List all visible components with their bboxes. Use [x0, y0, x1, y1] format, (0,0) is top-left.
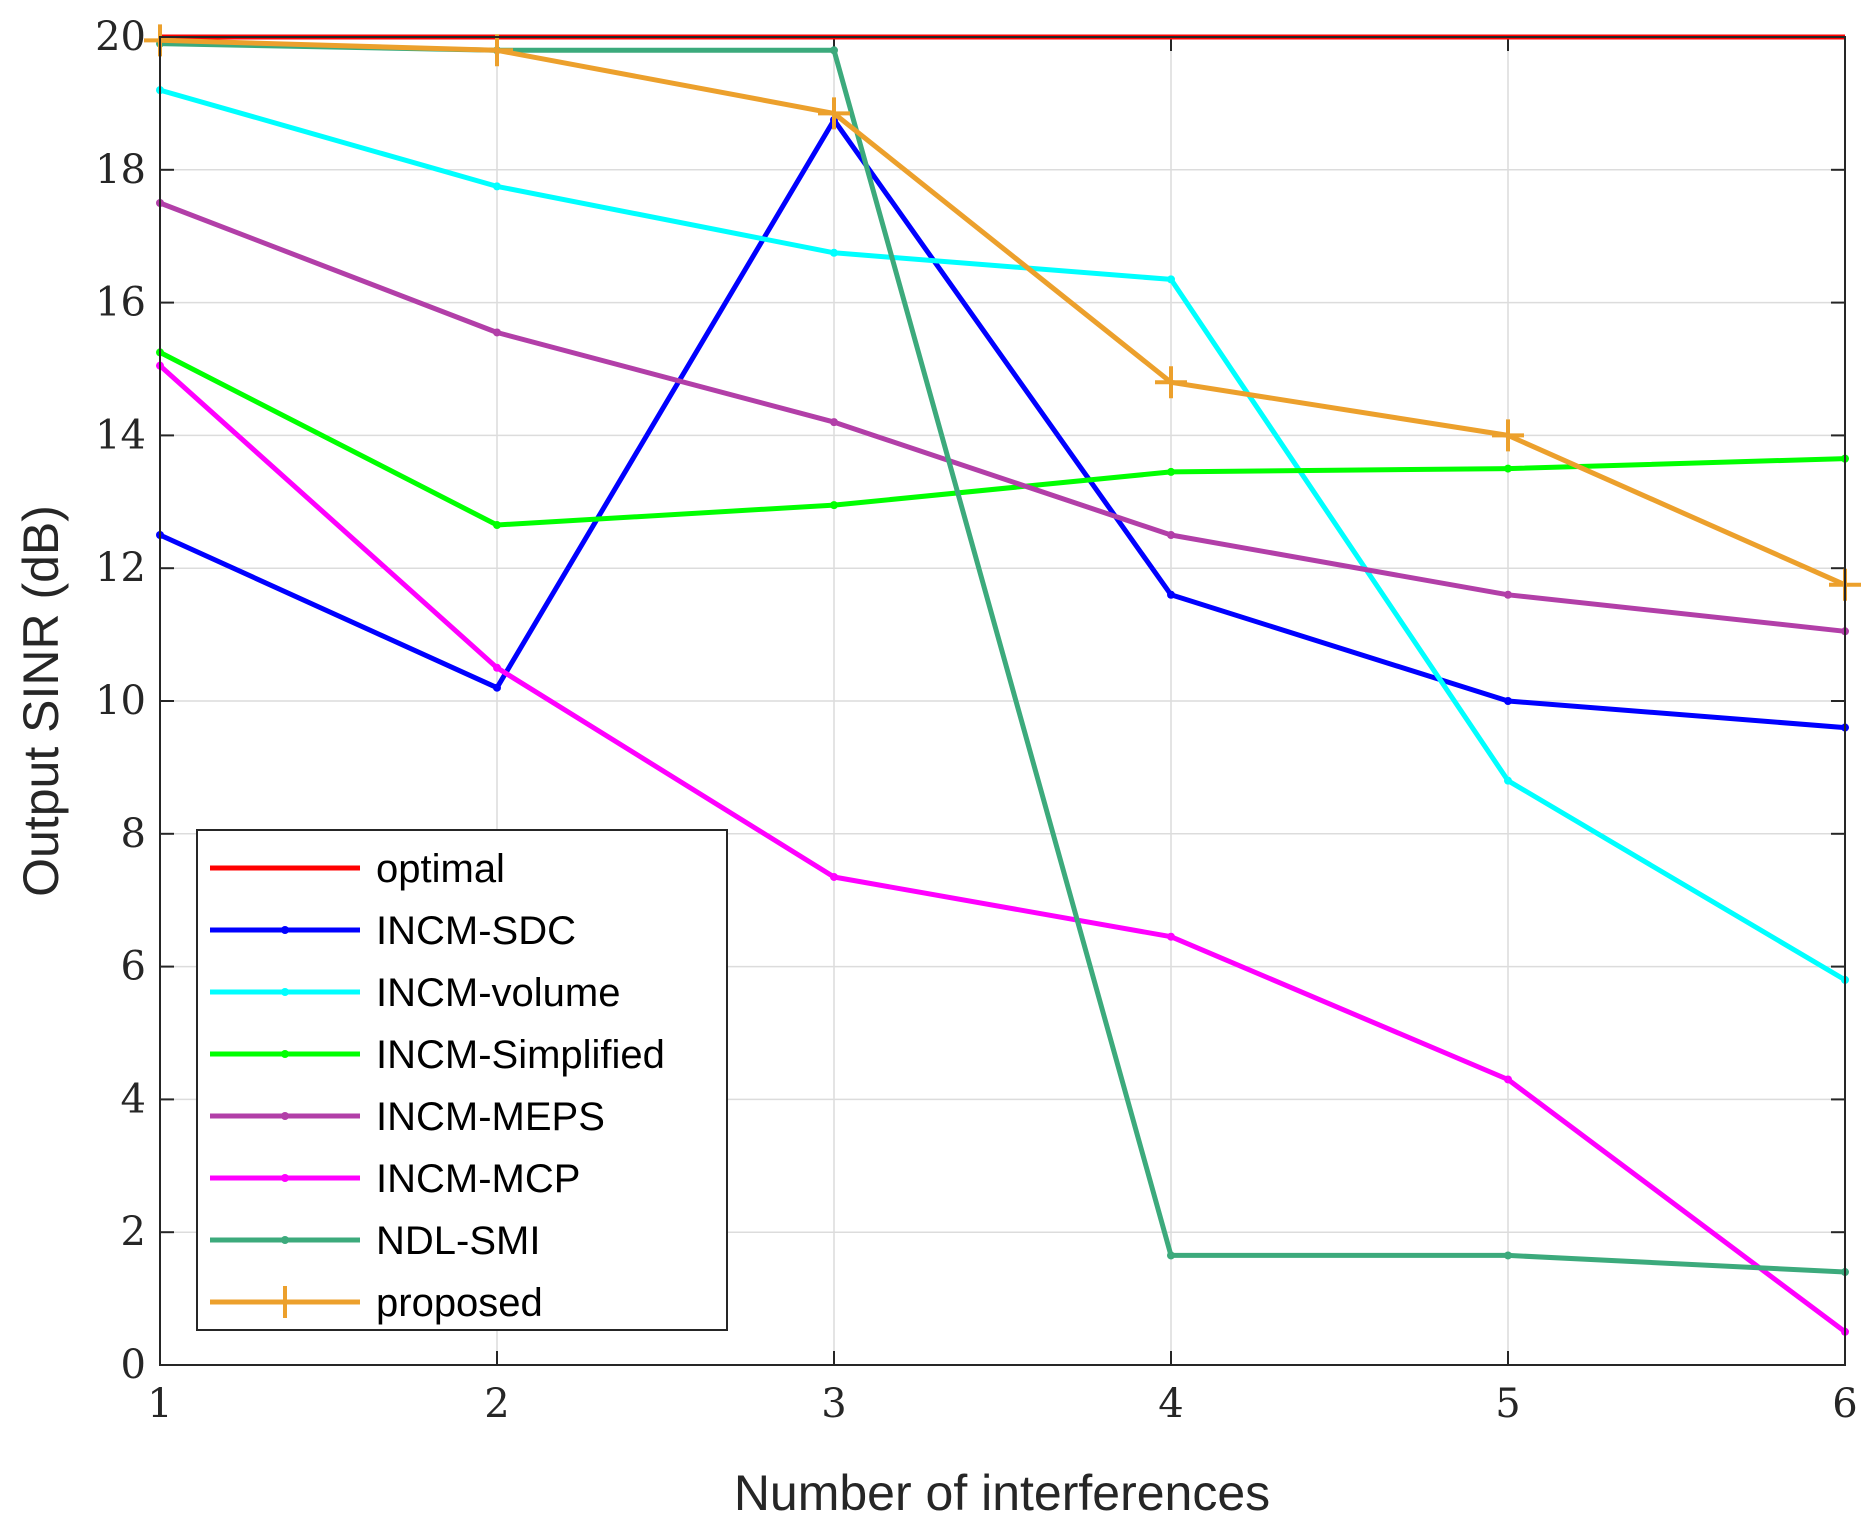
y-tick-label: 2 — [121, 1209, 146, 1255]
data-point — [1155, 366, 1187, 399]
legend-label: INCM-MEPS — [376, 1095, 605, 1139]
data-point — [1167, 1251, 1175, 1260]
legend-marker — [269, 1286, 301, 1318]
y-tick-label: 10 — [95, 678, 146, 724]
series-line-incm-simplified — [158, 350, 1846, 528]
legend-label: INCM-MCP — [376, 1157, 580, 1201]
data-point — [1167, 590, 1175, 599]
legend-marker — [281, 988, 289, 996]
data-point — [493, 182, 501, 191]
data-point — [1504, 1251, 1512, 1260]
y-axis-label: Output SINR (dB) — [13, 505, 69, 897]
y-tick-labels: 0 2 4 6 8 10 12 14 16 18 20 — [95, 14, 146, 1388]
data-point — [493, 328, 501, 337]
x-tick-label: 6 — [1832, 1381, 1857, 1427]
series-incm-mcp — [156, 361, 1849, 1336]
y-tick-label: 6 — [121, 944, 146, 990]
x-axis-label: Number of interferences — [734, 1465, 1270, 1521]
legend-entry: INCM-Simplified — [210, 1033, 665, 1077]
data-point — [481, 34, 513, 67]
legend-entries: optimal INCM-SDC INCM-volume INCM-Simplifie… — [210, 847, 665, 1325]
series-incm-meps — [156, 199, 1849, 636]
x-tick-label: 3 — [821, 1381, 846, 1427]
data-point — [1167, 275, 1175, 284]
data-point — [1504, 776, 1512, 785]
legend-label: proposed — [376, 1281, 543, 1325]
series-line-incm-volume — [159, 87, 1847, 983]
legend-entry: INCM-SDC — [210, 909, 576, 953]
legend-entry: INCM-MCP — [210, 1157, 580, 1201]
plot-area-border — [159, 36, 1846, 1366]
data-point — [1504, 464, 1512, 473]
y-tick-label: 12 — [95, 545, 146, 591]
data-point — [1504, 590, 1512, 599]
y-tick-label: 0 — [121, 1342, 146, 1388]
x-tick-label: 1 — [147, 1381, 172, 1427]
legend-marker — [281, 1112, 289, 1120]
legend-entry: INCM-volume — [210, 971, 620, 1015]
legend-marker — [281, 1236, 289, 1244]
y-tick-label: 14 — [95, 412, 146, 458]
data-point — [830, 501, 838, 510]
series-line-incm-meps — [159, 200, 1846, 634]
legend-label: INCM-Simplified — [376, 1033, 665, 1077]
legend-marker — [281, 1174, 289, 1182]
legend-label: INCM-volume — [376, 971, 620, 1015]
legend-entry: proposed — [210, 1281, 543, 1325]
x-tick-labels: 1 2 3 4 5 6 — [147, 1381, 1857, 1427]
series-line-incm-mcp — [158, 363, 1847, 1334]
legend-entry: INCM-MEPS — [210, 1095, 605, 1139]
series-incm-simplified — [156, 348, 1849, 530]
data-point — [830, 46, 838, 55]
data-point — [1492, 419, 1524, 452]
x-tick-label: 4 — [1158, 1381, 1183, 1427]
legend-marker — [281, 926, 289, 934]
series-line-proposed — [159, 37, 1847, 588]
y-tick-label: 16 — [95, 280, 146, 326]
series-incm-sdc — [156, 116, 1849, 732]
data-point — [1504, 1075, 1512, 1084]
data-point — [493, 663, 501, 672]
data-point — [830, 248, 838, 257]
y-tick-label: 20 — [95, 14, 146, 60]
legend-label: optimal — [376, 847, 505, 891]
legend-entry: optimal — [210, 847, 505, 891]
data-point — [830, 418, 838, 427]
x-tick-label: 5 — [1495, 1381, 1520, 1427]
data-point — [493, 683, 501, 692]
legend-label: NDL-SMI — [376, 1219, 540, 1263]
data-point — [1167, 531, 1175, 539]
series-proposed — [144, 24, 1861, 601]
legend-box — [196, 829, 728, 1331]
data-point — [818, 97, 850, 130]
x-tick-label: 2 — [484, 1381, 509, 1427]
data-point — [1167, 932, 1175, 941]
y-tick-label: 18 — [95, 147, 146, 193]
data-point — [1504, 697, 1512, 705]
y-tick-label: 4 — [121, 1076, 146, 1122]
data-point — [830, 872, 838, 881]
series-lines — [144, 24, 1861, 1336]
legend-label: INCM-SDC — [376, 909, 576, 953]
data-point — [1167, 467, 1175, 476]
legend: optimal INCM-SDC INCM-volume INCM-Simplifie… — [196, 829, 728, 1331]
legend-marker — [281, 1050, 289, 1058]
series-line-incm-sdc — [158, 117, 1846, 731]
y-tick-label: 8 — [121, 811, 146, 857]
data-point — [493, 521, 501, 530]
legend-entry: NDL-SMI — [210, 1219, 540, 1263]
